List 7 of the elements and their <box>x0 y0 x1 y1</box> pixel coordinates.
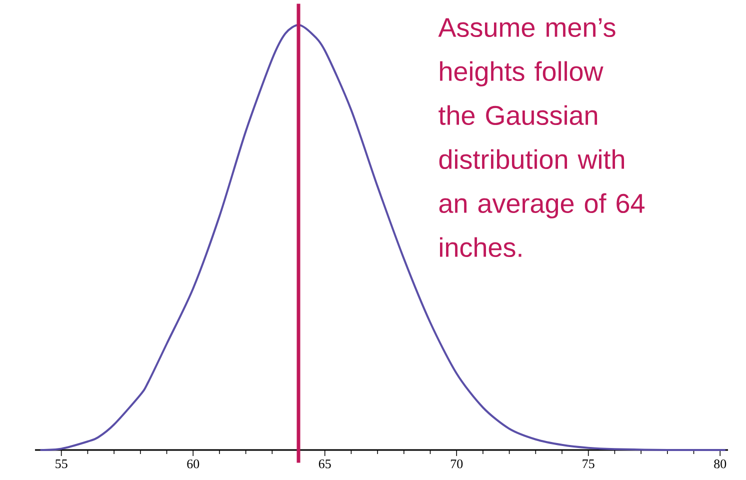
x-tick-label: 65 <box>318 460 331 468</box>
x-tick-label: 60 <box>187 460 200 468</box>
x-tick-label: 70 <box>450 460 463 468</box>
x-tick-label: 75 <box>582 460 594 468</box>
annotation: Assume men’s heights follow the Gaussian distribution with an average of 64 inches. <box>438 18 645 258</box>
x-tick-label: 80 <box>714 460 726 468</box>
x-tick-label: 55 <box>56 460 68 468</box>
